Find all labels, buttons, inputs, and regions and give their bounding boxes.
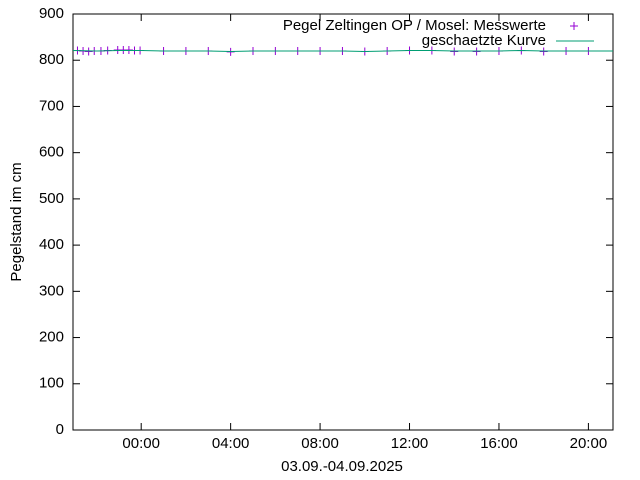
legend-label: Pegel Zeltingen OP / Mosel: Messwerte	[283, 17, 546, 34]
x-axis-label: 03.09.-04.09.2025	[281, 458, 403, 475]
y-tick-label: 100	[39, 375, 64, 392]
x-tick-label: 04:00	[212, 435, 250, 452]
y-axis-label: Pegelstand im cm	[8, 162, 25, 281]
x-tick-label: 12:00	[391, 435, 429, 452]
y-tick-label: 400	[39, 236, 64, 253]
data-line	[72, 50, 613, 52]
x-tick-label: 20:00	[570, 435, 608, 452]
y-tick-label: 600	[39, 144, 64, 161]
x-tick-label: 08:00	[301, 435, 339, 452]
y-tick-label: 700	[39, 97, 64, 114]
y-tick-label: 0	[56, 421, 64, 438]
plot-frame	[72, 13, 614, 431]
y-tick-label: 500	[39, 190, 64, 207]
y-tick-label: 200	[39, 329, 64, 346]
y-tick-label: 300	[39, 282, 64, 299]
y-tick-label: 900	[39, 5, 64, 22]
x-tick-label: 00:00	[122, 435, 160, 452]
legend-label: geschaetzte Kurve	[422, 32, 546, 49]
legend-symbol	[570, 22, 578, 30]
y-tick-label: 800	[39, 51, 64, 68]
x-tick-label: 16:00	[480, 435, 518, 452]
